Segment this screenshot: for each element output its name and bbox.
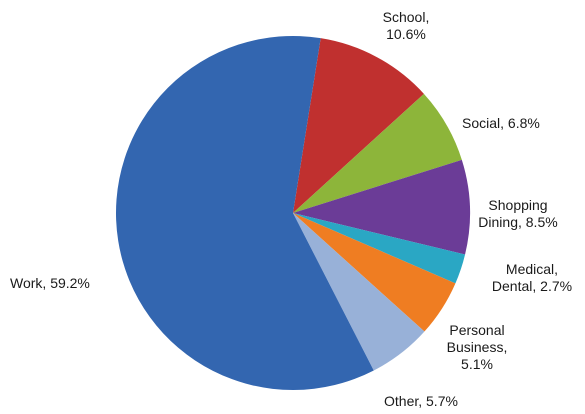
slice-label-personal-business: Personal Business, 5.1% (447, 322, 508, 372)
pie-slice-personal-business (293, 213, 456, 332)
slice-label-line: Dining, 8.5% (478, 214, 557, 230)
slice-label-line: Other, 5.7% (384, 393, 458, 409)
pie-slice-school (293, 38, 424, 214)
slice-label-line: Work, 59.2% (10, 275, 90, 291)
slice-label-line: 10.6% (386, 26, 426, 42)
slice-label-shopping-dining: Shopping Dining, 8.5% (478, 197, 557, 230)
slice-label-school: School, 10.6% (383, 9, 430, 42)
slice-label-work: Work, 59.2% (10, 275, 90, 291)
slice-label-line: Shopping (488, 197, 547, 213)
pie-slice-social (293, 93, 462, 213)
slice-label-line: 5.1% (461, 356, 493, 372)
slice-label-line: Business, (447, 339, 508, 355)
pie-slice-shopping-dining (293, 159, 471, 255)
slice-label-medical-dental: Medical, Dental, 2.7% (492, 261, 572, 294)
slice-labels: School, 10.6% Social, 6.8% Shopping Dining, … (10, 9, 572, 409)
slice-label-line: Medical, (506, 261, 558, 277)
pie-slices (115, 36, 471, 391)
pie-slice-medical-dental (293, 213, 466, 284)
slice-label-line: Personal (449, 322, 504, 338)
slice-label-social: Social, 6.8% (462, 115, 540, 131)
pie-slice-other (293, 213, 425, 371)
slice-label-other: Other, 5.7% (384, 393, 458, 409)
slice-label-line: Dental, 2.7% (492, 278, 572, 294)
pie-slice-work (115, 36, 374, 391)
slice-label-line: School, (383, 9, 430, 25)
slice-label-line: Social, 6.8% (462, 115, 540, 131)
